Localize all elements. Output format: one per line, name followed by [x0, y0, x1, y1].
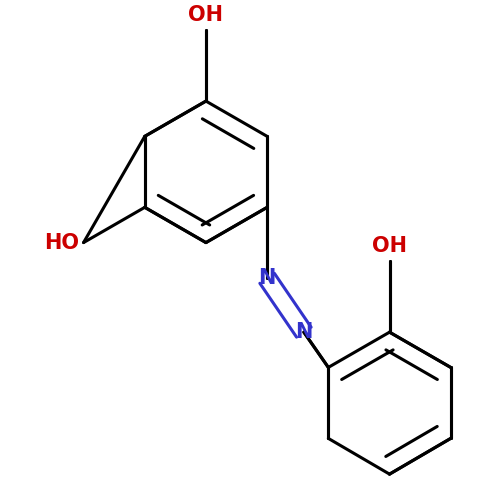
Text: N: N	[258, 268, 276, 288]
Text: HO: HO	[44, 232, 78, 252]
Text: OH: OH	[372, 236, 407, 256]
Text: N: N	[295, 322, 312, 342]
Text: OH: OH	[188, 4, 224, 24]
